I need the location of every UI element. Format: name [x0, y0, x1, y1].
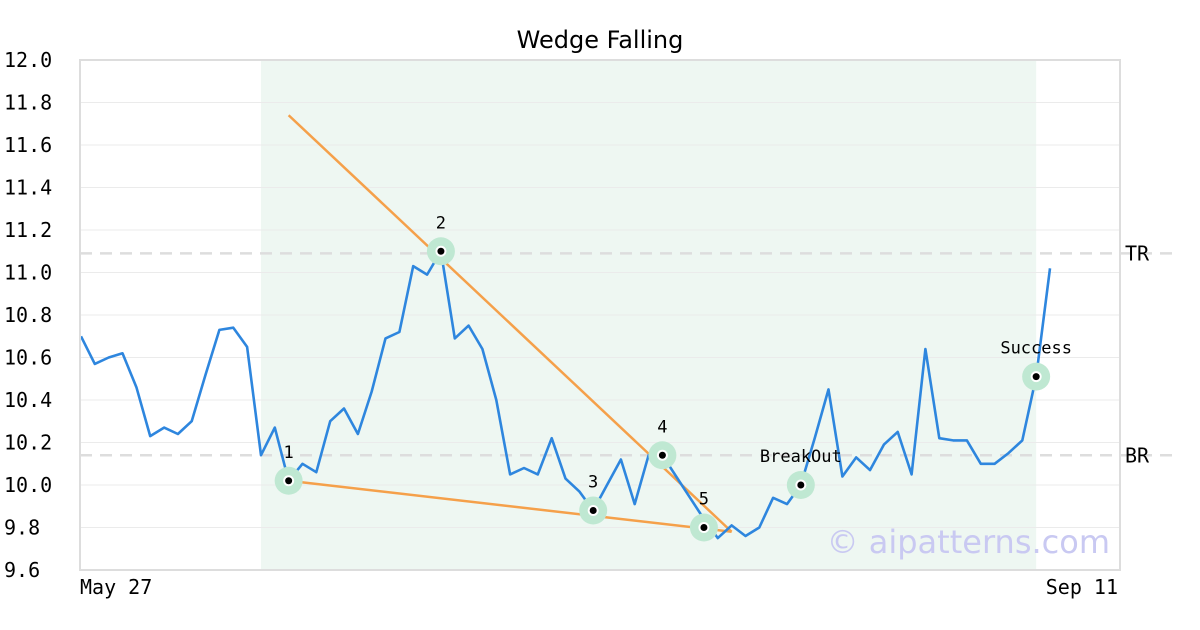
point-dot-success: [1032, 373, 1040, 381]
point-dot-breakout: [797, 481, 805, 489]
point-label-success: Success: [1000, 339, 1072, 359]
y-tick-label: 10.4: [4, 388, 52, 412]
price-line: [79, 250, 1052, 540]
point-dot-5: [700, 524, 708, 531]
point-label-5: 5: [699, 490, 709, 510]
y-tick-label: 10.8: [4, 303, 52, 327]
level-lines: TR BR: [80, 241, 1180, 467]
pattern-points: 1 2 3 4 5 BreakOut Success: [274, 213, 1072, 542]
point-label-2: 2: [436, 213, 446, 233]
y-tick-label: 11.0: [4, 261, 52, 285]
point-label-4: 4: [657, 417, 667, 437]
point-dot-2: [437, 247, 445, 255]
y-tick-label: 11.4: [4, 176, 52, 200]
y-tick-label: 9.6: [4, 558, 40, 582]
y-tick-label: 10.6: [4, 346, 52, 370]
level-label-tr: TR: [1125, 241, 1150, 265]
y-tick-label: 11.6: [4, 133, 52, 157]
y-tick-label: 10.0: [4, 473, 52, 497]
y-axis-ticks: 12.0 11.8 11.6 11.4 11.2 11.0 10.8 10.6 10.4 10.2…: [4, 48, 52, 582]
y-tick-label: 11.2: [4, 218, 52, 242]
lower-trendline: [288, 479, 732, 533]
y-tick-label: 10.2: [4, 431, 52, 455]
plot-frame: [79, 59, 1121, 571]
price-series: [79, 250, 1052, 540]
y-tick-label: 12.0: [4, 48, 52, 72]
point-dot-3: [589, 507, 597, 514]
point-label-3: 3: [588, 473, 598, 493]
point-dot-4: [658, 451, 666, 459]
y-tick-label: 9.8: [4, 516, 40, 540]
x-tick-end: Sep 11: [1046, 575, 1118, 599]
chart-title: Wedge Falling: [517, 26, 684, 54]
watermark: © aipatterns.com: [827, 523, 1110, 561]
x-tick-start: May 27: [80, 575, 152, 599]
point-dot-1: [285, 477, 293, 485]
point-label-breakout: BreakOut: [760, 447, 842, 467]
point-label-1: 1: [284, 443, 294, 463]
y-tick-label: 11.8: [4, 91, 52, 115]
level-label-br: BR: [1125, 443, 1150, 467]
